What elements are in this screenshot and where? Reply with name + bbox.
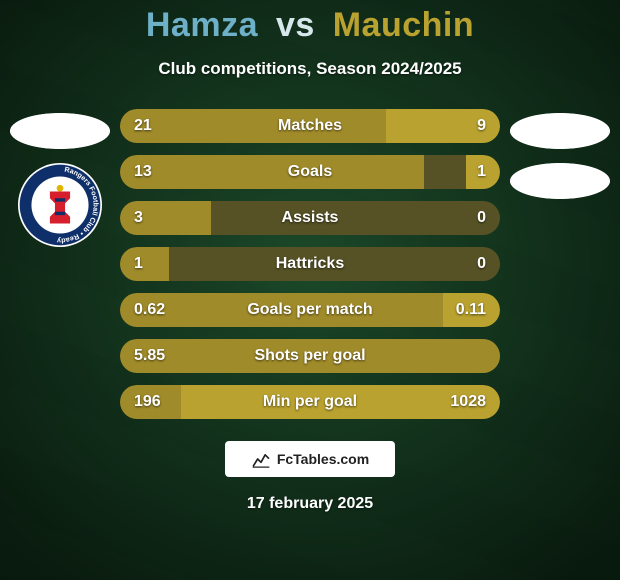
title-player2: Mauchin: [333, 6, 474, 44]
stat-bar: Goals per match0.620.11: [120, 293, 500, 327]
bar-left-fill: [120, 155, 424, 189]
title-player1: Hamza: [146, 6, 258, 44]
crest-svg: Rangers Football Club • Ready: [18, 163, 102, 247]
bar-right-fill: [386, 109, 500, 143]
left-column: Rangers Football Club • Ready: [10, 109, 110, 247]
brand-text: FcTables.com: [277, 451, 369, 467]
middle-section: Rangers Football Club • Ready Matches219…: [10, 109, 610, 419]
bar-right-fill: [466, 155, 500, 189]
stat-bar: Goals131: [120, 155, 500, 189]
title-vs: vs: [276, 6, 315, 44]
flag-right-1: [510, 113, 610, 149]
brand-badge[interactable]: FcTables.com: [225, 441, 395, 477]
bar-right-fill: [443, 293, 500, 327]
bar-label: Hattricks: [120, 247, 500, 281]
page-title: Hamza vs Mauchin: [10, 0, 610, 45]
bar-left-fill: [120, 293, 443, 327]
bar-value-right: 0: [477, 201, 486, 235]
stat-bar: Shots per goal5.85: [120, 339, 500, 373]
comparison-card: Hamza vs Mauchin Club competitions, Seas…: [0, 0, 620, 580]
bar-left-fill: [120, 385, 181, 419]
flag-left: [10, 113, 110, 149]
bar-right-fill: [181, 385, 500, 419]
bar-left-fill: [120, 109, 386, 143]
stat-bar: Matches219: [120, 109, 500, 143]
bar-left-fill: [120, 247, 169, 281]
chart-icon: [251, 449, 271, 469]
right-column: [510, 109, 610, 199]
stat-bar: Hattricks10: [120, 247, 500, 281]
flag-right-2: [510, 163, 610, 199]
bar-value-right: 0: [477, 247, 486, 281]
subtitle: Club competitions, Season 2024/2025: [10, 59, 610, 79]
stat-bar: Assists30: [120, 201, 500, 235]
club-crest: Rangers Football Club • Ready: [18, 163, 102, 247]
stat-bar: Min per goal1961028: [120, 385, 500, 419]
content: Hamza vs Mauchin Club competitions, Seas…: [0, 0, 620, 580]
bar-left-fill: [120, 201, 211, 235]
bar-left-fill: [120, 339, 500, 373]
stat-bars: Matches219 Goals131 Assists30 Hattricks10 Go…: [120, 109, 500, 419]
footer-date: 17 february 2025: [10, 495, 610, 513]
